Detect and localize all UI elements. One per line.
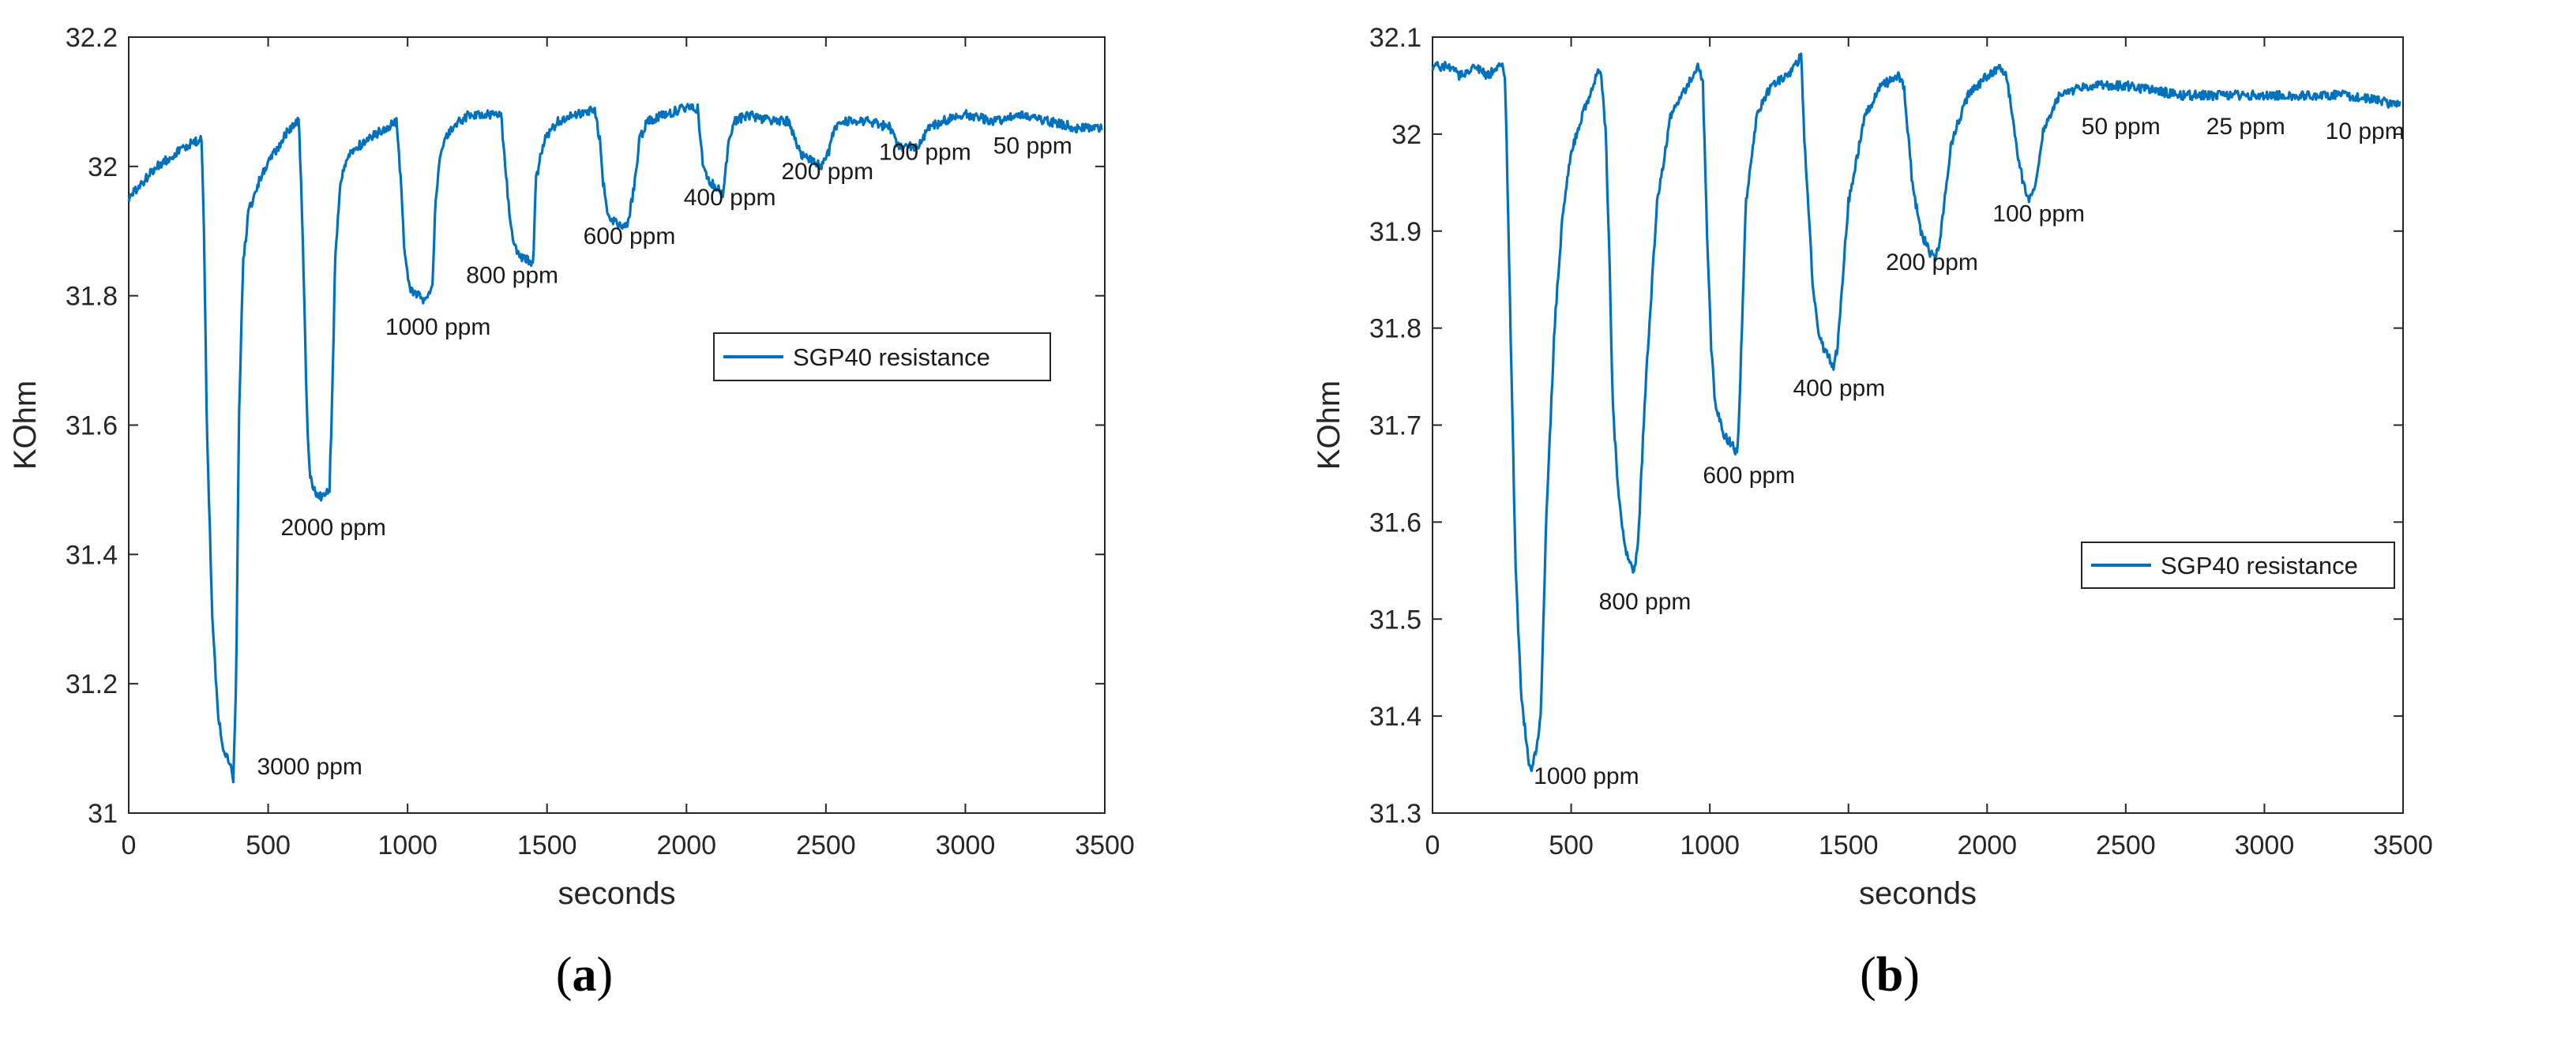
chart-b-xtick-label: 1500 xyxy=(1819,830,1879,860)
chart-a-ytick-label: 31.4 xyxy=(66,540,118,570)
chart-a-annotation: 200 ppm xyxy=(781,159,873,185)
chart-b-ylabel: KOhm xyxy=(1312,380,1346,470)
chart-panel-a: 0 500 1000 1500 2000 2500 3000 3500 31 31.2 31.4 31… xyxy=(8,23,1135,1002)
chart-b-series-line xyxy=(1431,52,2401,773)
chart-a-xtick-label: 3000 xyxy=(936,830,996,860)
chart-b-xtick-label: 500 xyxy=(1549,830,1594,860)
chart-panel-b: 0 500 1000 1500 2000 2500 3000 3500 31.3 31.4 31.5… xyxy=(1288,0,2576,1042)
chart-b-annotation: 100 ppm xyxy=(1992,201,2085,227)
chart-b-xtick-label: 2500 xyxy=(2096,830,2156,860)
chart-a-annotation: 3000 ppm xyxy=(257,754,362,780)
chart-b-legend: SGP40 resistance xyxy=(2081,542,2395,589)
chart-a-legend-box xyxy=(713,332,1051,381)
chart-b-caption: (b) xyxy=(1860,948,1920,1002)
chart-a-ytick-label: 31.6 xyxy=(66,411,118,441)
chart-a-annotation: 1000 ppm xyxy=(385,314,490,340)
chart-b-ytick-label: 31.7 xyxy=(1369,411,1421,441)
chart-a-xtick-label: 2000 xyxy=(656,830,716,860)
chart-a-xtick-label: 2500 xyxy=(796,830,856,860)
chart-a-annotation: 100 ppm xyxy=(879,140,971,166)
chart-b-axes-box xyxy=(1432,36,2404,814)
chart-a-annotation: 2000 ppm xyxy=(280,515,385,541)
chart-b-ytick-label: 31.6 xyxy=(1369,508,1421,538)
chart-a-xlabel: seconds xyxy=(558,876,676,911)
chart-b-annotation: 25 ppm xyxy=(2206,114,2285,140)
chart-a-annotation: 800 ppm xyxy=(466,262,558,288)
chart-b-annotation: 10 ppm xyxy=(2326,118,2405,144)
chart-b-legend-label: SGP40 resistance xyxy=(2161,552,2358,579)
chart-a-caption: (a) xyxy=(555,948,614,1002)
chart-b-xtick-label: 2000 xyxy=(1957,830,2017,860)
chart-a-xtick-label: 3500 xyxy=(1075,830,1135,860)
chart-b-ytick-label: 31.9 xyxy=(1369,217,1421,247)
chart-a-xtick-label: 1000 xyxy=(377,830,437,860)
chart-b-ytick-label: 31.5 xyxy=(1369,605,1421,635)
chart-b-xtick-label: 3000 xyxy=(2235,830,2295,860)
chart-a-axes-box xyxy=(128,36,1106,814)
chart-b-svg: 0 500 1000 1500 2000 2500 3000 3500 31.3 31.4 31.5… xyxy=(1312,23,2433,911)
chart-b-xlabel: seconds xyxy=(1859,876,1977,911)
chart-a-annotation: 600 ppm xyxy=(584,223,676,249)
chart-b-annotation: 600 ppm xyxy=(1703,463,1795,489)
chart-a-legend: SGP40 resistance xyxy=(713,332,1051,381)
chart-b-annotation: 200 ppm xyxy=(1886,249,1978,275)
chart-a-ylabel: KOhm xyxy=(8,380,43,470)
chart-a-xtick-label: 0 xyxy=(122,830,137,860)
chart-b-xtick-label: 3500 xyxy=(2373,830,2433,860)
chart-b-ytick-label: 31.8 xyxy=(1369,314,1421,344)
chart-a-ytick-label: 32 xyxy=(88,152,118,182)
chart-b-ytick-label: 32 xyxy=(1391,120,1421,150)
chart-a-legend-label: SGP40 resistance xyxy=(793,343,990,371)
chart-a-ytick-label: 32.2 xyxy=(66,23,118,53)
chart-b-annotation: 1000 ppm xyxy=(1534,763,1639,789)
chart-a-series-line xyxy=(127,103,1103,784)
chart-b-ytick-label: 32.1 xyxy=(1369,23,1421,53)
chart-b-annotation: 400 ppm xyxy=(1793,376,1885,402)
chart-b-annotation: 50 ppm xyxy=(2082,114,2161,140)
chart-a-annotation: 400 ppm xyxy=(684,185,776,211)
chart-a-annotation: 50 ppm xyxy=(993,133,1072,159)
chart-b-annotation: 800 ppm xyxy=(1599,589,1692,615)
chart-a-xtick-label: 500 xyxy=(246,830,291,860)
chart-b-xtick-label: 0 xyxy=(1425,830,1440,860)
chart-a-ytick-label: 31.2 xyxy=(66,669,118,699)
chart-b-ytick-label: 31.4 xyxy=(1369,702,1421,732)
chart-a-xtick-label: 1500 xyxy=(517,830,577,860)
chart-a-ytick-label: 31.8 xyxy=(66,282,118,312)
chart-a-ytick-label: 31 xyxy=(88,799,118,829)
chart-a-svg: 0 500 1000 1500 2000 2500 3000 3500 31 31.2 31.4 31… xyxy=(8,23,1135,911)
chart-b-xtick-label: 1000 xyxy=(1680,830,1740,860)
chart-b-ytick-label: 31.3 xyxy=(1369,799,1421,829)
